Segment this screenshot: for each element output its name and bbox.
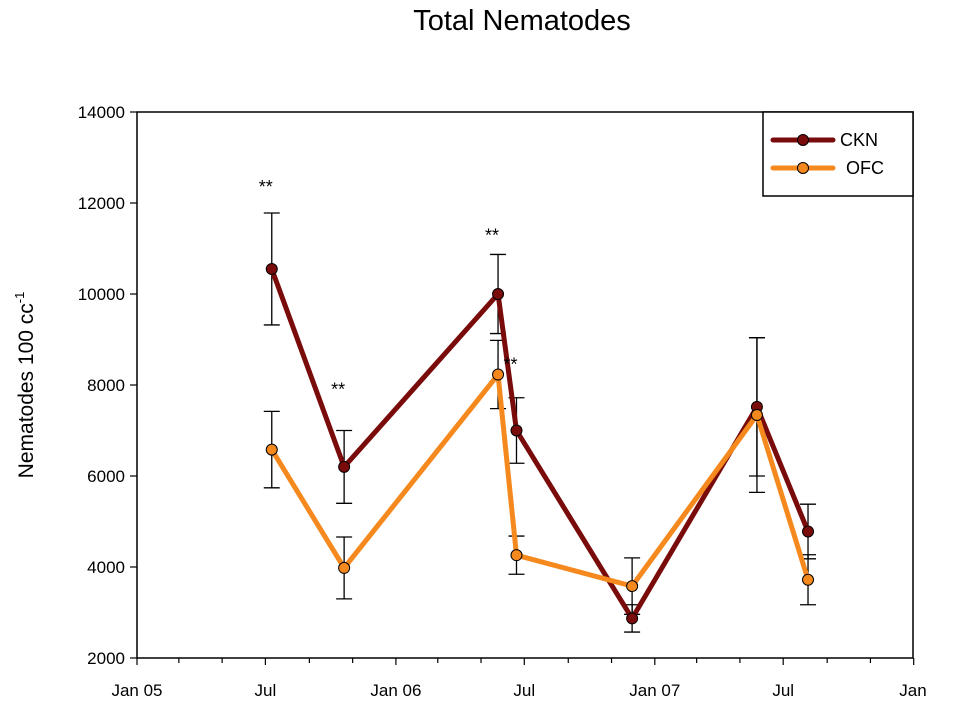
y-tick-label: 8000 bbox=[87, 376, 125, 395]
data-point-ckn bbox=[510, 424, 523, 437]
x-axis: Jan 05 Jul Jan 06 Jul Jan 07 Jul Jan bbox=[111, 658, 927, 700]
data-point-ckn bbox=[338, 460, 351, 473]
significance-marker: ** bbox=[259, 177, 273, 197]
series-line-ckn bbox=[269, 266, 811, 621]
y-tick-label: 10000 bbox=[78, 285, 125, 304]
data-point-ofc bbox=[626, 580, 639, 593]
x-tick-label: Jul bbox=[772, 681, 794, 700]
y-axis: 2000 4000 6000 8000 10000 12000 14000 bbox=[78, 103, 137, 668]
x-tick-label: Jan 06 bbox=[370, 681, 421, 700]
legend-label-ckn: CKN bbox=[840, 130, 878, 150]
data-point-ckn bbox=[802, 525, 815, 538]
data-point-ofc bbox=[492, 368, 505, 381]
data-point-ofc bbox=[510, 549, 523, 562]
chart-title: Total Nematodes bbox=[413, 5, 631, 37]
legend: CKN OFC bbox=[762, 111, 914, 197]
annotations: ** ** ** ** bbox=[259, 177, 518, 399]
significance-marker: ** bbox=[485, 225, 499, 245]
data-point-ofc bbox=[338, 561, 351, 574]
legend-swatch-ckn-marker bbox=[797, 134, 809, 146]
significance-marker: ** bbox=[503, 354, 517, 374]
y-tick-label: 14000 bbox=[78, 103, 125, 122]
data-point-ckn bbox=[492, 288, 505, 300]
data-point-ofc bbox=[265, 443, 278, 456]
x-tick-label: Jan 07 bbox=[629, 681, 680, 700]
legend-box bbox=[762, 111, 914, 197]
y-axis-label-superscript: -1 bbox=[12, 292, 27, 304]
y-tick-label: 4000 bbox=[87, 558, 125, 577]
series-layer bbox=[263, 212, 817, 633]
y-tick-label: 2000 bbox=[87, 649, 125, 668]
y-axis-label: Nematodes 100 cc-1 bbox=[12, 292, 38, 479]
significance-marker: ** bbox=[331, 379, 345, 399]
y-tick-label: 6000 bbox=[87, 467, 125, 486]
data-point-ofc bbox=[802, 573, 815, 586]
data-point-ckn bbox=[626, 612, 639, 625]
x-tick-label: Jan bbox=[899, 681, 926, 700]
y-axis-label-text: Nematodes 100 cc bbox=[15, 303, 38, 478]
series-line-ofc bbox=[269, 372, 811, 589]
legend-label-ofc: OFC bbox=[846, 158, 884, 178]
data-point-ckn bbox=[265, 262, 278, 275]
x-tick-label: Jan 05 bbox=[111, 681, 162, 700]
x-tick-label: Jul bbox=[255, 681, 277, 700]
y-tick-label: 12000 bbox=[78, 194, 125, 213]
x-tick-label: Jul bbox=[513, 681, 535, 700]
legend-swatch-ofc-marker bbox=[797, 162, 809, 174]
data-point-ofc bbox=[750, 409, 763, 422]
